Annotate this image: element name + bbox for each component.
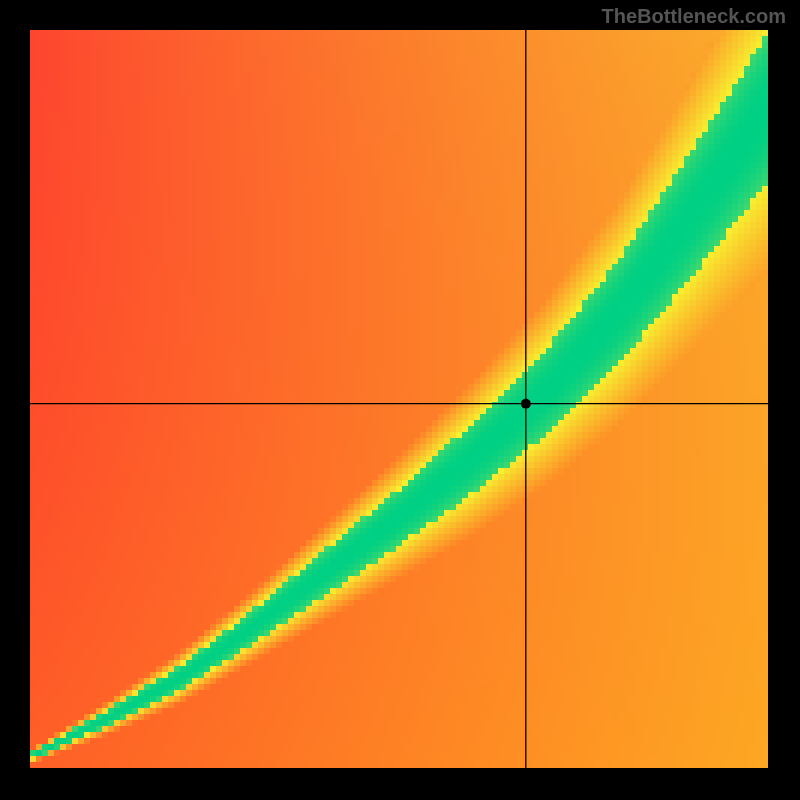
- heatmap-canvas: [30, 30, 770, 770]
- watermark-text: TheBottleneck.com: [602, 6, 786, 29]
- bottleneck-heatmap: [30, 30, 770, 770]
